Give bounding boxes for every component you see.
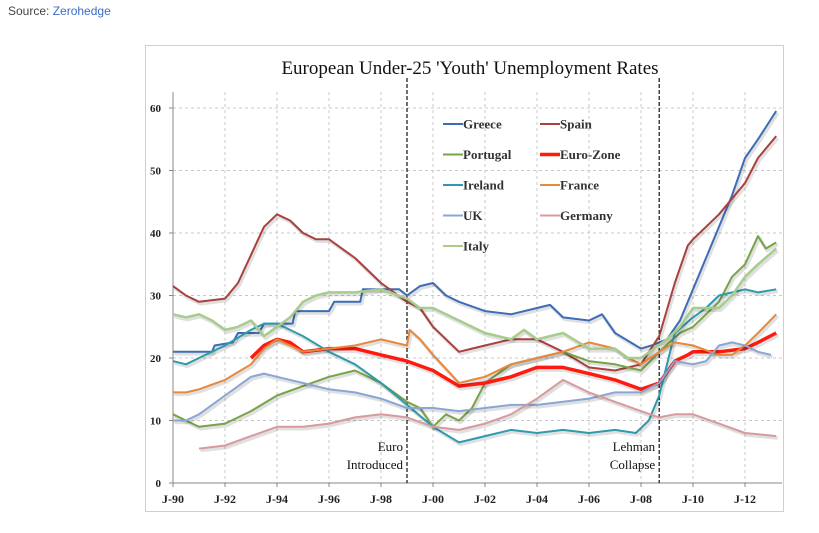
series-line-italy (172, 247, 778, 360)
y-tick-label: 50 (150, 166, 162, 178)
legend-label: Greece (463, 117, 502, 132)
x-tick-label: J-02 (474, 492, 496, 506)
x-tick-label: J-12 (734, 492, 756, 506)
x-tick-label: J-90 (162, 492, 184, 506)
series-shadow-uk (174, 342, 773, 425)
x-tick-label: J-92 (214, 492, 236, 506)
series-shadow-euro-zone (250, 332, 779, 394)
y-tick-label: 30 (150, 291, 162, 303)
legend-label: UK (463, 208, 483, 223)
source-line: Source: Zerohedge (8, 4, 111, 18)
x-tick-label: J-06 (578, 492, 600, 506)
chart-title: European Under-25 'Youth' Unemployment R… (281, 58, 658, 79)
y-tick-label: 0 (156, 478, 162, 490)
legend-label: Portugal (463, 147, 512, 162)
annotation-label: Collapse (610, 457, 656, 472)
series-line-ireland (172, 288, 777, 444)
x-tick-label: J-08 (630, 492, 652, 506)
series-lines (172, 110, 780, 453)
y-tick-label: 20 (150, 353, 162, 365)
legend-label: Germany (560, 208, 613, 223)
series-line-uk (173, 341, 772, 422)
series-shadow-france (174, 315, 779, 397)
series-shadow-greece (174, 112, 780, 356)
series-shadow-germany (200, 380, 778, 453)
annotation-label: Introduced (347, 457, 404, 472)
x-tick-label: J-96 (318, 492, 340, 506)
y-tick-label: 40 (150, 228, 162, 240)
series-shadow-portugal (173, 236, 779, 431)
x-tick-label: J-10 (682, 492, 704, 506)
legend-label: Italy (463, 239, 490, 254)
x-tick-label: J-94 (266, 492, 288, 506)
annotation-label: Lehman (613, 439, 656, 454)
y-tick-label: 10 (150, 416, 162, 428)
source-label: Source: (8, 4, 53, 18)
annotation-label: Euro (378, 439, 403, 454)
legend-label: Ireland (463, 178, 505, 193)
legend-label: Spain (560, 117, 593, 132)
series-line-spain (172, 135, 777, 372)
x-tick-label: J-98 (370, 492, 392, 506)
y-tick-label: 60 (150, 103, 162, 115)
series-line-france (173, 313, 777, 394)
grid (173, 92, 782, 483)
x-tick-label: J-00 (422, 492, 444, 506)
axes: 0 10 20 30 40 50 60 J-90 J-92 J-94 J-96 J-98 J-00 J-0… (150, 92, 782, 506)
series-shadow-ireland (174, 289, 778, 447)
legend: Greece Spain Portugal Euro-Zone Ireland Franc… (443, 117, 621, 254)
chart-frame (145, 45, 784, 512)
annotations: Euro Introduced Lehman Collapse (347, 78, 660, 483)
x-tick-label: J-04 (526, 492, 548, 506)
series-line-germany (198, 378, 777, 450)
legend-label: Euro-Zone (560, 147, 621, 162)
source-link[interactable]: Zerohedge (52, 4, 111, 18)
legend-label: France (560, 178, 599, 193)
